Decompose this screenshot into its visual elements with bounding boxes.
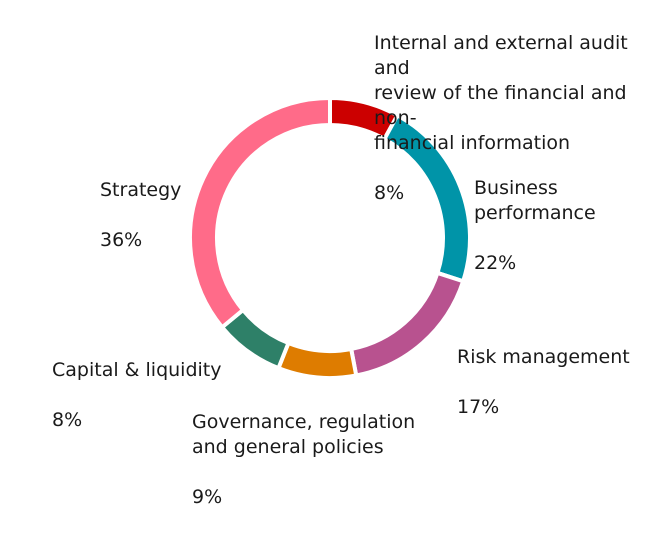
- label-business-performance-value: 22%: [474, 252, 517, 274]
- label-strategy-text: Strategy: [100, 178, 181, 203]
- label-line: and general policies: [192, 436, 384, 458]
- label-line: financial information: [374, 132, 571, 154]
- label-business-performance: Business performance 22%: [474, 151, 596, 301]
- label-capital-liquidity-value: 8%: [52, 409, 83, 431]
- donut-chart: [188, 95, 470, 380]
- label-line: Risk management: [457, 346, 630, 368]
- label-risk-management: Risk management 17%: [457, 320, 630, 445]
- label-audit: Internal and external audit and review of…: [374, 6, 660, 231]
- label-audit-text: Internal and external audit and review of…: [374, 31, 660, 156]
- label-strategy-value: 36%: [100, 229, 143, 251]
- label-capital-liquidity: Capital & liquidity 8%: [52, 333, 222, 458]
- label-line: performance: [474, 202, 596, 224]
- donut-slice-3: [275, 340, 359, 380]
- label-line: Capital & liquidity: [52, 359, 222, 381]
- label-business-performance-text: Business performance: [474, 176, 596, 226]
- label-risk-management-text: Risk management: [457, 345, 630, 370]
- label-strategy: Strategy 36%: [100, 153, 181, 278]
- label-audit-value: 8%: [374, 182, 405, 204]
- label-governance-text: Governance, regulation and general polici…: [192, 410, 415, 460]
- label-line: review of the financial and non-: [374, 82, 627, 129]
- donut-slice-5: [188, 95, 332, 331]
- donut-slice-2: [348, 270, 466, 378]
- label-governance-value: 9%: [192, 486, 223, 508]
- label-line: Business: [474, 177, 558, 199]
- label-capital-liquidity-text: Capital & liquidity: [52, 358, 222, 383]
- label-line: Internal and external audit and: [374, 32, 628, 79]
- label-risk-management-value: 17%: [457, 396, 500, 418]
- label-governance: Governance, regulation and general polici…: [192, 385, 415, 535]
- label-line: Strategy: [100, 179, 182, 201]
- label-line: Governance, regulation: [192, 411, 416, 433]
